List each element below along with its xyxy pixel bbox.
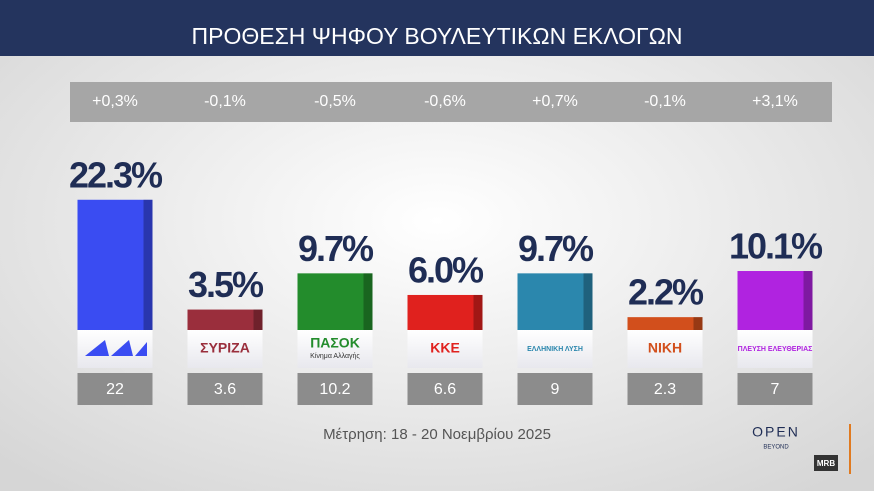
bar [627,317,703,330]
change-label: -0,6% [424,93,466,110]
bar [407,294,483,330]
logo-box [737,330,813,368]
change-label: -0,1% [204,93,246,110]
party-name: ΚΚΕ [430,340,460,356]
party-logo [85,340,147,356]
previous-label: 9 [551,381,560,398]
change-label: -0,5% [314,93,356,110]
logo-box [297,330,373,368]
pollster-box [814,455,838,471]
bar-side [253,309,263,330]
bar-side [363,273,373,330]
previous-label: 2.3 [654,381,676,398]
previous-label: 6.6 [434,381,456,398]
footnote: Μέτρηση: 18 - 20 Νοεμβρίου 2025 [323,426,551,443]
brand: OPEN [752,424,800,440]
previous-label: 10.2 [319,381,350,398]
bar [77,199,153,330]
value-label: 6.0% [408,249,484,290]
brand-sub: BEYOND [763,445,789,451]
bar-side [143,199,153,330]
party-name: ΕΛΛΗΝΙΚΗ ΛΥΣΗ [527,346,583,353]
bar [297,273,373,330]
previous-box [737,373,813,405]
previous-box [517,373,593,405]
header-band [0,0,874,56]
previous-label: 3.6 [214,381,236,398]
logo-box [627,330,703,368]
bar [517,273,593,330]
value-label: 9.7% [518,228,594,269]
bar-side [803,271,813,330]
value-label: 22.3% [69,154,163,195]
party-name: ΠΛΕΥΣΗ ΕΛΕΥΘΕΡΙΑΣ [738,346,813,353]
previous-box [297,373,373,405]
previous-box [187,373,263,405]
change-label: +3,1% [752,93,798,110]
change-label: -0,1% [644,93,686,110]
value-label: 2.2% [628,272,704,313]
logo-box [187,330,263,368]
change-label: +0,3% [92,93,138,110]
change-label: +0,7% [532,93,578,110]
party-name: ΣΥΡΙΖΑ [200,340,250,356]
change-row [70,82,832,122]
party-name: ΝΙΚΗ [648,340,682,356]
bar-side [583,273,593,330]
value-label: 9.7% [298,228,374,269]
previous-box [77,373,153,405]
chart-title: ΠΡΟΘΕΣΗ ΨΗΦΟΥ ΒΟΥΛΕΥΤΙΚΩΝ ΕΚΛΟΓΩΝ [192,23,683,49]
value-label: 10.1% [729,226,823,267]
bar-side [473,294,483,330]
bar-side [693,317,703,330]
value-label: 3.5% [188,264,264,305]
logo-box [517,330,593,368]
logo-box [77,330,153,368]
pollster: MRB [817,459,835,468]
previous-label: 22 [106,381,124,398]
bar [737,271,813,330]
party-name: ΠΑΣΟΚ [310,335,360,351]
party-subtitle: Κίνημα Αλλαγής [310,352,360,360]
previous-box [407,373,483,405]
previous-box [627,373,703,405]
bar [187,309,263,330]
logo-box [407,330,483,368]
previous-label: 7 [771,381,780,398]
